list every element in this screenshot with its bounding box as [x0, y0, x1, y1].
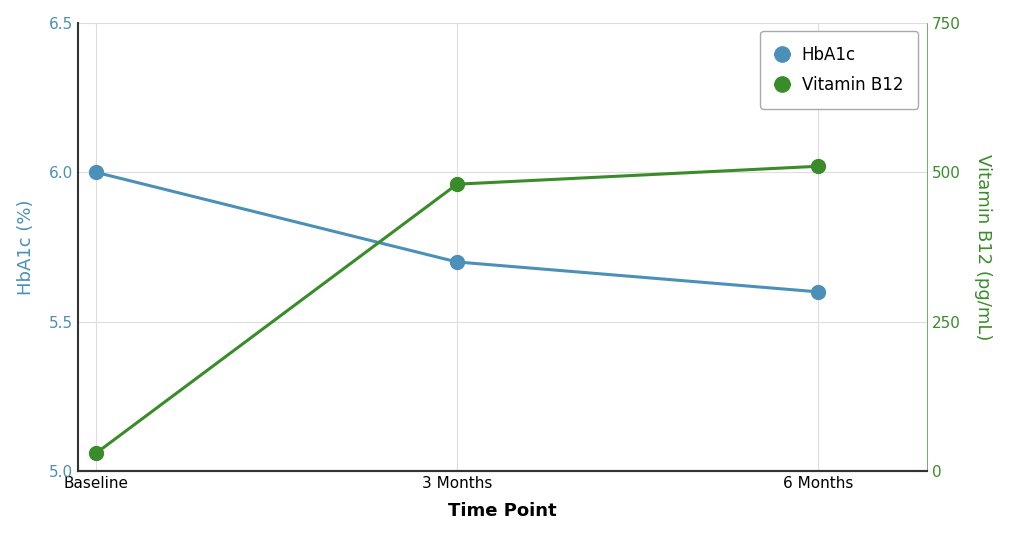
Y-axis label: HbA1c (%): HbA1c (%)	[17, 199, 34, 295]
Vitamin B12	[90, 450, 102, 456]
Y-axis label: Vitamin B12 (pg/mL): Vitamin B12 (pg/mL)	[975, 154, 992, 340]
Legend: HbA1c, Vitamin B12: HbA1c, Vitamin B12	[760, 31, 918, 108]
HbA1c	[90, 169, 102, 176]
X-axis label: Time Point: Time Point	[448, 502, 557, 520]
Line: Vitamin B12: Vitamin B12	[89, 159, 825, 460]
HbA1c	[451, 259, 463, 265]
Vitamin B12	[451, 181, 463, 187]
Line: HbA1c: HbA1c	[89, 165, 825, 299]
Vitamin B12	[812, 163, 824, 170]
HbA1c	[812, 289, 824, 295]
